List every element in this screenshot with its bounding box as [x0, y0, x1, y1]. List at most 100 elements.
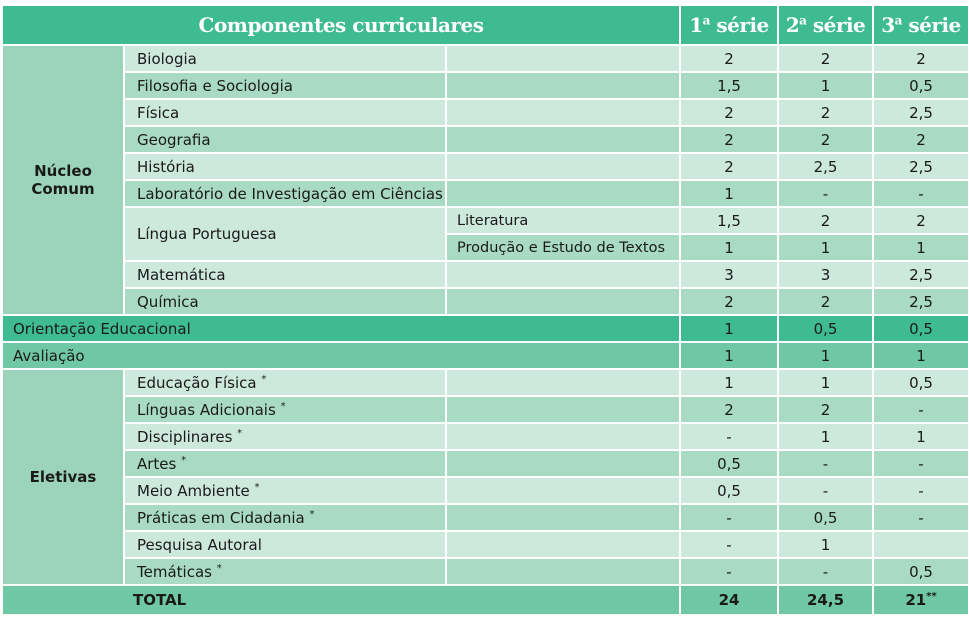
value-serie-1: 3 [679, 260, 780, 289]
value-serie-3: 2 [872, 44, 969, 73]
orientacao-label: Orientação Educacional [0, 314, 682, 343]
asterisk-mark: * [254, 481, 260, 493]
value-serie-1: 1 [679, 179, 780, 208]
table-row: Meio Ambiente * 0,5 - - [2, 476, 969, 505]
total-serie-2: 24,5 [777, 584, 875, 616]
value-serie-3: 1 [872, 233, 969, 262]
detail-cell [444, 71, 682, 100]
value-serie-1: 1,5 [679, 206, 780, 235]
value-serie-2: 3 [777, 260, 875, 289]
value-serie-3: - [872, 395, 969, 424]
group-nucleo-comum: Núcleo Comum [1, 44, 125, 316]
value-serie-3: 0,5 [872, 557, 969, 586]
table-row: Produção e Estudo de Textos 1 1 1 [2, 233, 969, 262]
value-serie-2: 2 [777, 287, 875, 316]
total-serie-3: 21** [872, 584, 969, 616]
table-row: Disciplinares * - 1 1 [2, 422, 969, 451]
value-serie-1: 2 [679, 125, 780, 154]
value-serie-2: 0,5 [777, 314, 875, 343]
subject-cell: Matemática [123, 260, 447, 289]
value-serie-1: 2 [679, 395, 780, 424]
total-row: TOTAL 24 24,5 21** [0, 584, 969, 616]
subject-cell: Laboratório de Investigação em Ciências [123, 179, 447, 208]
detail-cell [444, 449, 682, 478]
table-row: Laboratório de Investigação em Ciências … [2, 179, 969, 208]
value-serie-2: 2,5 [777, 152, 875, 181]
value-serie-2: 1 [777, 422, 875, 451]
detail-cell: Produção e Estudo de Textos [444, 233, 682, 262]
value-serie-2: 2 [777, 44, 875, 73]
subject-cell: Filosofia e Sociologia [123, 71, 447, 100]
detail-cell [444, 503, 682, 532]
group-eletivas: Eletivas [1, 368, 125, 586]
value-serie-1: - [679, 422, 780, 451]
detail-cell [444, 179, 682, 208]
value-serie-3: 2 [872, 206, 969, 235]
value-serie-1: 1 [679, 368, 780, 397]
value-serie-3: 2,5 [872, 287, 969, 316]
value-serie-2: 1 [777, 530, 875, 559]
value-serie-2: - [777, 449, 875, 478]
value-serie-3: 2,5 [872, 260, 969, 289]
value-serie-3: - [872, 449, 969, 478]
asterisk-mark: * [261, 373, 267, 385]
subject-cell: Disciplinares * [123, 422, 447, 451]
table-row: História 2 2,5 2,5 [2, 152, 969, 181]
subject-cell-lingua-portuguesa: Língua Portuguesa [123, 206, 447, 262]
table-row: Física 2 2 2,5 [2, 98, 969, 127]
subject-cell: Química [123, 287, 447, 316]
total-label: TOTAL [0, 584, 682, 616]
avaliacao-label: Avaliação [0, 341, 682, 370]
avaliacao-row: Avaliação 1 1 1 [0, 341, 969, 370]
value-serie-2: 1 [777, 71, 875, 100]
curriculum-table: Componentes curriculares 1a série 2a sér… [0, 4, 969, 616]
subject-cell: Línguas Adicionais * [123, 395, 447, 424]
header-components: Componentes curriculares [0, 4, 682, 46]
value-serie-2: 0,5 [777, 503, 875, 532]
value-serie-2: 2 [777, 98, 875, 127]
value-serie-1: 1 [679, 233, 780, 262]
value-serie-1: 0,5 [679, 476, 780, 505]
table-row: Temáticas * - - 0,5 [2, 557, 969, 586]
value-serie-2: - [777, 476, 875, 505]
detail-cell [444, 260, 682, 289]
detail-cell [444, 368, 682, 397]
value-serie-2: 2 [777, 206, 875, 235]
value-serie-3: 2,5 [872, 98, 969, 127]
detail-cell [444, 287, 682, 316]
table-row: Pesquisa Autoral - 1 [2, 530, 969, 559]
value-serie-1: - [679, 530, 780, 559]
value-serie-3: - [872, 503, 969, 532]
asterisk-mark: * [280, 400, 286, 412]
detail-cell [444, 98, 682, 127]
detail-cell [444, 476, 682, 505]
table-row: Línguas Adicionais * 2 2 - [2, 395, 969, 424]
value-serie-1: 1,5 [679, 71, 780, 100]
table-row: Língua Portuguesa Literatura 1,5 2 2 [2, 206, 969, 262]
value-serie-1: 1 [679, 341, 780, 370]
header-serie-3: 3a série [872, 4, 969, 46]
double-asterisk-mark: ** [926, 591, 937, 602]
table-row: Filosofia e Sociologia 1,5 1 0,5 [2, 71, 969, 100]
value-serie-2: 1 [777, 368, 875, 397]
value-serie-3: 1 [872, 341, 969, 370]
asterisk-mark: * [237, 427, 243, 439]
subject-cell: Física [123, 98, 447, 127]
subject-cell: Educação Física * [123, 368, 447, 397]
table-row: Artes * 0,5 - - [2, 449, 969, 478]
subject-cell: Temáticas * [123, 557, 447, 586]
subject-cell: Meio Ambiente * [123, 476, 447, 505]
header-serie-2: 2a série [777, 4, 875, 46]
table-row: Práticas em Cidadania * - 0,5 - [2, 503, 969, 532]
asterisk-mark: * [309, 508, 315, 520]
value-serie-2: 1 [777, 233, 875, 262]
value-serie-3: 2,5 [872, 152, 969, 181]
value-serie-1: - [679, 557, 780, 586]
subject-cell: Geografia [123, 125, 447, 154]
detail-cell [444, 125, 682, 154]
value-serie-1: - [679, 503, 780, 532]
value-serie-2: 2 [777, 395, 875, 424]
value-serie-2: 1 [777, 341, 875, 370]
value-serie-3: 1 [872, 422, 969, 451]
subject-cell: Biologia [123, 44, 447, 73]
